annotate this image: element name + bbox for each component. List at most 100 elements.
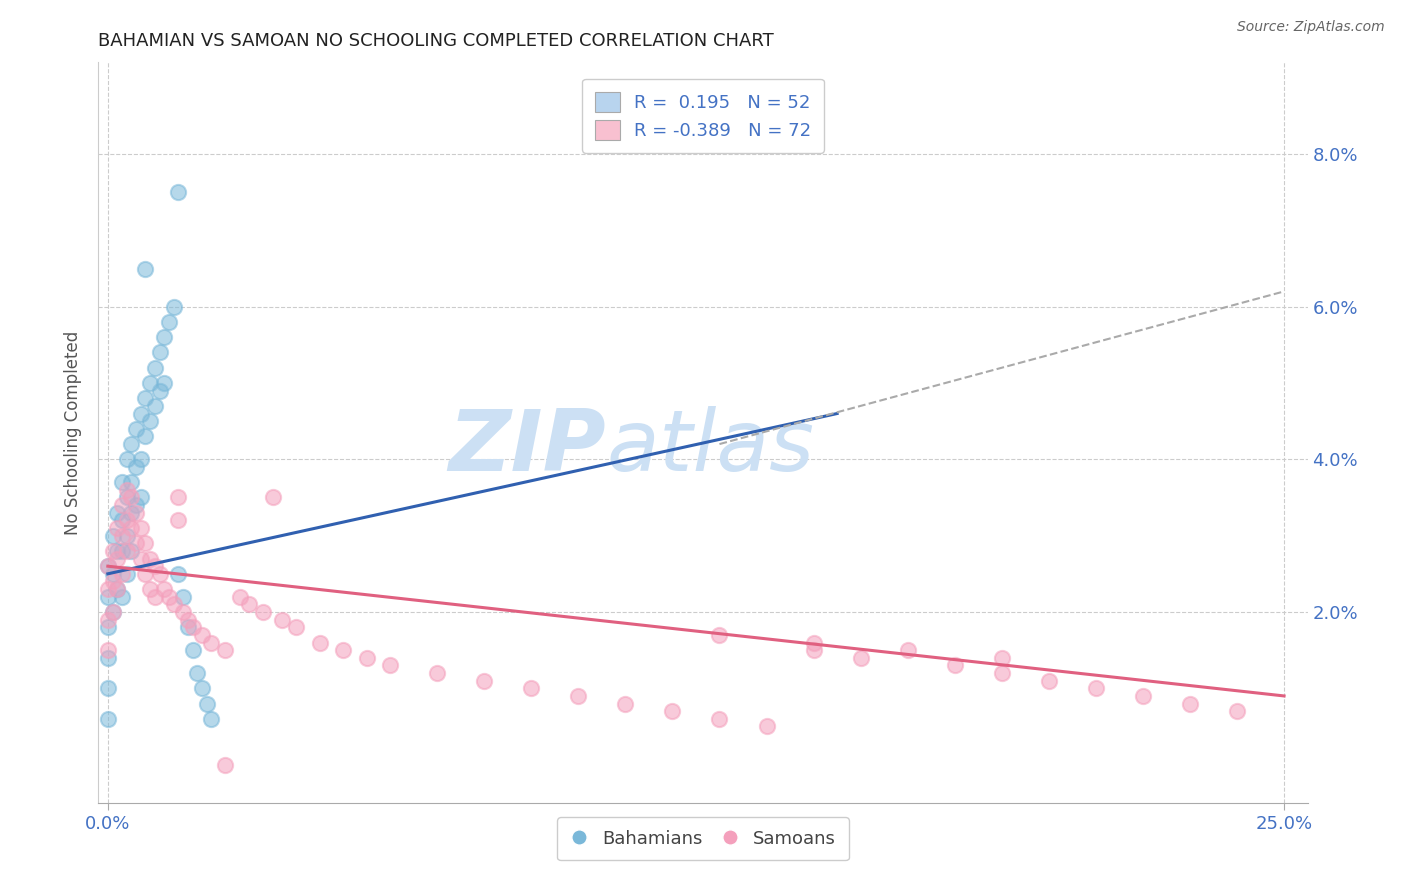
Point [181,620,204,634]
Point [149,384,172,398]
Point [101,566,124,581]
Point [191,628,214,642]
Point [1178,697,1201,711]
Point [661,704,683,718]
Point [143,399,166,413]
Point [139,582,162,596]
Point [111,544,134,558]
Point [1226,704,1249,718]
Point [101,574,124,589]
Point [520,681,543,696]
Point [125,422,148,436]
Point [157,315,180,329]
Point [167,513,190,527]
Point [97,559,120,574]
Point [129,551,152,566]
Point [101,529,124,543]
Point [709,712,731,726]
Point [143,590,166,604]
Point [172,590,194,604]
Point [177,613,200,627]
Point [115,513,138,527]
Point [990,650,1012,665]
Point [195,697,218,711]
Point [614,697,637,711]
Point [139,414,162,428]
Point [849,650,872,665]
Point [252,605,274,619]
Point [153,582,176,596]
Point [97,650,120,665]
Point [125,460,148,475]
Point [186,666,208,681]
Point [97,620,120,634]
Point [129,521,152,535]
Point [111,590,134,604]
Point [181,643,204,657]
Point [167,491,190,505]
Point [105,582,128,596]
Point [308,635,330,649]
Point [125,536,148,550]
Point [120,437,142,451]
Point [120,491,142,505]
Point [129,491,152,505]
Point [262,491,284,505]
Point [111,513,134,527]
Point [157,590,180,604]
Point [172,605,194,619]
Point [97,613,120,627]
Point [120,506,142,520]
Point [105,521,128,535]
Point [111,475,134,490]
Point [111,498,134,512]
Text: Source: ZipAtlas.com: Source: ZipAtlas.com [1237,20,1385,34]
Point [134,429,156,443]
Point [97,681,120,696]
Point [149,345,172,359]
Point [120,475,142,490]
Point [105,544,128,558]
Point [163,598,186,612]
Point [125,498,148,512]
Point [115,566,138,581]
Point [214,643,236,657]
Point [101,605,124,619]
Point [1084,681,1107,696]
Point [129,407,152,421]
Text: atlas: atlas [606,406,814,489]
Point [200,712,222,726]
Point [97,590,120,604]
Point [115,491,138,505]
Point [97,712,120,726]
Point [191,681,214,696]
Point [115,529,138,543]
Point [943,658,966,673]
Point [105,582,128,596]
Point [200,635,222,649]
Point [1132,689,1154,703]
Point [153,376,176,390]
Point [177,620,200,634]
Point [897,643,920,657]
Point [134,566,156,581]
Point [990,666,1012,681]
Point [101,605,124,619]
Point [238,598,260,612]
Point [139,551,162,566]
Point [1038,673,1060,688]
Point [134,391,156,405]
Point [97,643,120,657]
Point [143,360,166,375]
Point [120,544,142,558]
Point [143,559,166,574]
Point [134,536,156,550]
Point [803,635,825,649]
Point [134,261,156,276]
Point [163,300,186,314]
Point [378,658,401,673]
Point [105,506,128,520]
Point [153,330,176,344]
Point [139,376,162,390]
Point [271,613,294,627]
